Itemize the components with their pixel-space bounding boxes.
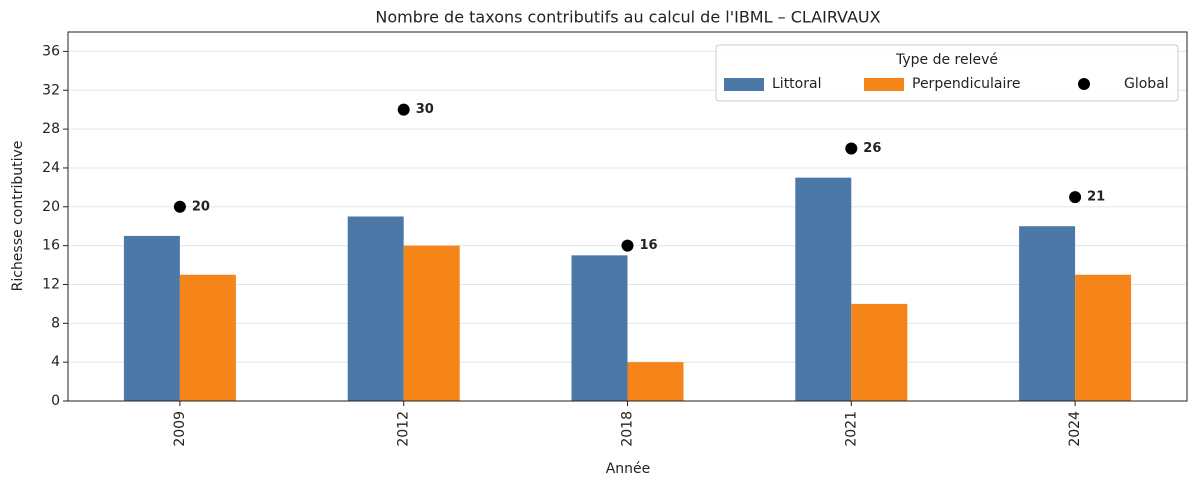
y-axis-label: Richesse contributive xyxy=(10,141,26,292)
plot-frame xyxy=(67,31,1188,402)
data-label: 21 xyxy=(1087,190,1105,205)
point xyxy=(621,239,634,252)
legend-label: Global xyxy=(1124,76,1169,92)
point xyxy=(1069,191,1082,204)
point xyxy=(397,103,410,116)
x-tick-label: 2012 xyxy=(396,411,412,447)
legend-label: Perpendiculaire xyxy=(912,76,1020,92)
data-label: 20 xyxy=(192,199,210,214)
legend: Type de relevé Littoral Perpendiculaire Glo… xyxy=(715,44,1179,102)
y-tick-label: 0 xyxy=(51,393,60,409)
legend-swatch xyxy=(724,78,764,91)
data-label: 30 xyxy=(416,102,434,117)
point xyxy=(173,200,186,213)
bar xyxy=(1019,226,1076,401)
bar xyxy=(851,303,908,401)
bar xyxy=(123,235,180,401)
data-label: 16 xyxy=(640,238,658,253)
y-tick-label: 16 xyxy=(42,238,60,254)
legend-label: Littoral xyxy=(772,76,821,92)
x-axis-label: Année xyxy=(606,461,651,477)
y-tick-label: 28 xyxy=(42,121,60,137)
legend-title: Type de relevé xyxy=(895,52,998,68)
x-tick-label: 2009 xyxy=(172,411,188,447)
legend-swatch xyxy=(864,78,904,91)
legend-swatch xyxy=(1078,78,1090,90)
bar xyxy=(179,274,236,401)
bar xyxy=(403,245,460,401)
bar xyxy=(627,362,684,401)
x-tick-label: 2021 xyxy=(843,411,859,447)
y-tick-label: 36 xyxy=(42,43,60,59)
x-tick-label: 2018 xyxy=(620,411,636,447)
y-tick-label: 20 xyxy=(42,199,60,215)
y-tick-label: 4 xyxy=(51,354,60,370)
y-tick-label: 8 xyxy=(51,315,60,331)
y-tick-label: 24 xyxy=(42,160,60,176)
y-tick-label: 32 xyxy=(42,82,60,98)
bar xyxy=(347,216,404,401)
data-label: 26 xyxy=(863,141,881,156)
legend-box xyxy=(715,44,1179,102)
bar xyxy=(795,177,852,401)
y-tick-label: 12 xyxy=(42,276,60,292)
point xyxy=(845,142,858,155)
bar xyxy=(571,255,628,401)
bar xyxy=(1075,274,1132,401)
chart-title: Nombre de taxons contributifs au calcul … xyxy=(375,8,880,27)
x-tick-label: 2024 xyxy=(1067,411,1083,447)
